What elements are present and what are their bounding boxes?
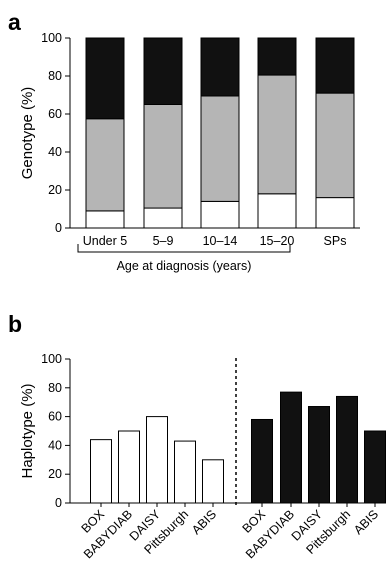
panel-a-bar-segment <box>315 197 355 229</box>
panel-a-bar-segment <box>315 37 355 94</box>
panel-a-bar-segment <box>257 193 297 229</box>
panel-a-y-axis-title: Genotype (%) <box>19 87 36 180</box>
panel-b-bar <box>308 406 330 504</box>
panel-b-bar <box>336 395 358 504</box>
panel-a-y-tick-label: 60 <box>48 107 62 121</box>
panel-b-y-tick-label: 20 <box>48 467 62 481</box>
panel-b-y-axis-title: Haplotype (%) <box>19 383 36 478</box>
panel-b-axes: 0 20 40 60 80 100 <box>41 352 386 510</box>
panel-a-y-tick-label: 40 <box>48 145 62 159</box>
panel-b-label: b <box>8 311 22 337</box>
panel-a-y-tick-label: 20 <box>48 183 62 197</box>
panel-a-y-tick-label: 80 <box>48 69 62 83</box>
panel-b-category-label: ABIS <box>189 507 219 537</box>
panel-a-bar-segment <box>200 200 240 229</box>
panel-a-bar-segment <box>143 37 183 105</box>
panel-b-bar <box>251 418 273 504</box>
panel-a-bar-segment <box>257 37 297 76</box>
panel-a-y-tick-label: 0 <box>55 221 62 235</box>
panel-a-bar-segment <box>315 92 355 199</box>
panel-a-bar-segment <box>85 37 125 120</box>
panel-a-chart: a Genotype (%) 0 20 40 60 80 100 Under 5 5–9 10… <box>8 9 360 273</box>
panel-a-bracket-label: Age at diagnosis (years) <box>117 259 252 273</box>
panel-b-bar <box>174 440 196 504</box>
panel-a-y-tick-label: 100 <box>41 31 62 45</box>
panel-b-bar <box>90 439 112 504</box>
panel-a-bar-segment <box>85 118 125 212</box>
panel-b-bar <box>280 391 302 504</box>
panel-a-category-label: SPs <box>324 234 347 248</box>
panel-b-category-label: ABIS <box>351 507 381 537</box>
panel-b-y-tick-label: 100 <box>41 352 62 366</box>
panel-b-y-tick-label: 60 <box>48 410 62 424</box>
panel-a-category-label: 15–20 <box>260 234 295 248</box>
panel-b-chart: b Haplotype (%) 0 20 40 60 80 100 BOXBABYDIAB… <box>8 311 386 561</box>
panel-b-y-tick-label: 40 <box>48 438 62 452</box>
panel-a-bars <box>85 37 355 229</box>
panel-a-category-label: 10–14 <box>203 234 238 248</box>
panel-a-age-bracket <box>77 244 291 253</box>
panel-a-bar-segment <box>143 104 183 209</box>
panel-a-category-labels: Under 5 5–9 10–14 15–20 SPs <box>83 234 347 248</box>
panel-a-category-label: Under 5 <box>83 234 128 248</box>
panel-a-category-label: 5–9 <box>153 234 174 248</box>
panel-b-bars <box>90 391 386 504</box>
panel-b-bar <box>118 430 140 504</box>
panel-a-label: a <box>8 9 21 35</box>
panel-b-bar <box>364 430 386 504</box>
panel-a-bar-segment <box>85 210 125 229</box>
panel-a-bar-segment <box>200 95 240 202</box>
panel-a-bar-segment <box>143 207 183 229</box>
panel-b-y-tick-label: 80 <box>48 381 62 395</box>
panel-b-bar <box>202 459 224 504</box>
panel-b-y-tick-label: 0 <box>55 496 62 510</box>
panel-b-bar <box>146 416 168 504</box>
panel-a-bar-segment <box>257 74 297 195</box>
panel-a-bar-segment <box>200 37 240 97</box>
